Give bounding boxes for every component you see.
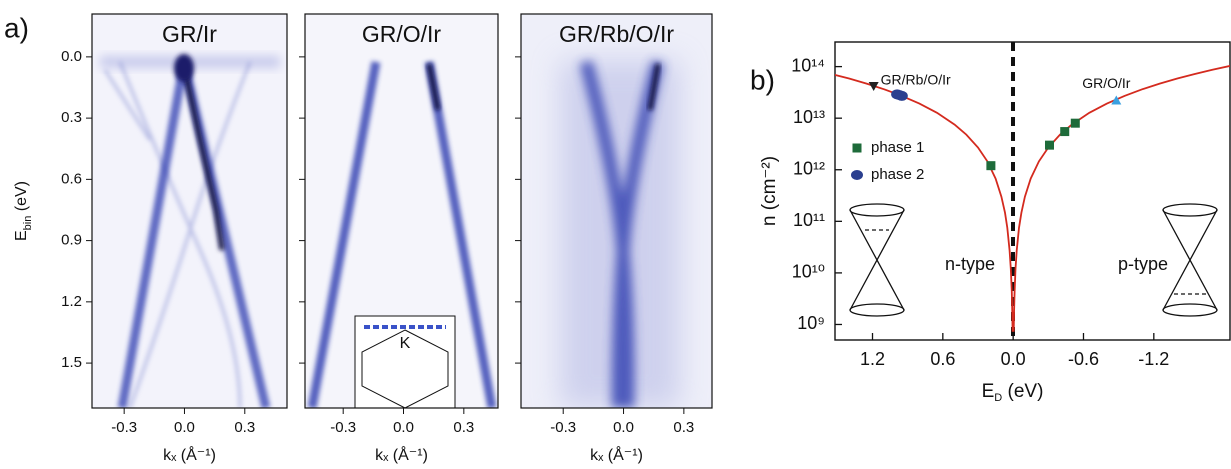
annotation: n-type bbox=[945, 254, 995, 274]
axis-label-part: (eV) bbox=[1002, 381, 1043, 402]
y-tick-label: 10⁹ bbox=[797, 313, 825, 333]
y-tick-label: 1.2 bbox=[61, 293, 82, 310]
x-tick-label: 0.0 bbox=[174, 419, 195, 436]
x-tick-label: -1.2 bbox=[1138, 349, 1169, 369]
arpes-image bbox=[521, 14, 712, 408]
y-tick-label: 10¹¹ bbox=[793, 210, 825, 230]
point-label: GR/Rb/O/Ir bbox=[881, 72, 951, 88]
axis-label: kₓ (Å⁻¹) bbox=[590, 445, 643, 464]
x-tick-label: 0.0 bbox=[613, 419, 634, 436]
axis-label: Ebin (eV) bbox=[13, 181, 34, 241]
axis-label: n (cm⁻²) bbox=[759, 156, 780, 226]
arpes-image bbox=[305, 14, 498, 408]
fit-curve bbox=[835, 65, 1230, 332]
plot-decor bbox=[849, 42, 1218, 340]
panel-title: GR/Rb/O/Ir bbox=[559, 21, 674, 47]
y-tick-label: 10¹⁴ bbox=[791, 55, 825, 75]
y-tick-label: 10¹³ bbox=[793, 107, 825, 127]
legend-label: phase 2 bbox=[871, 166, 924, 183]
panel-title: GR/O/Ir bbox=[362, 21, 442, 47]
marker bbox=[1044, 140, 1054, 150]
x-tick-label: 0.0 bbox=[393, 419, 414, 436]
marker bbox=[852, 143, 862, 153]
panel-label: b) bbox=[750, 64, 775, 95]
panel-title: GR/Ir bbox=[162, 21, 217, 47]
axis-label-part: (eV) bbox=[13, 181, 30, 216]
y-tick-label: 1.5 bbox=[61, 354, 82, 371]
axis-label: kₓ (Å⁻¹) bbox=[163, 445, 216, 464]
legend-label: phase 1 bbox=[871, 139, 924, 156]
x-tick-label: -0.3 bbox=[550, 419, 576, 436]
arpes-image bbox=[92, 14, 287, 408]
y-tick-label: 0.0 bbox=[61, 48, 82, 65]
x-tick-label: -0.3 bbox=[330, 419, 356, 436]
x-tick-label: -0.6 bbox=[1068, 349, 1099, 369]
marker bbox=[868, 82, 879, 92]
frame bbox=[91, 13, 288, 409]
axis-label: ED (eV) bbox=[982, 381, 1044, 404]
axis-label-part: E bbox=[13, 230, 30, 241]
axis-label-part: D bbox=[994, 392, 1002, 404]
marker bbox=[851, 170, 863, 180]
axis-label: kₓ (Å⁻¹) bbox=[375, 445, 428, 464]
x-tick-label: 0.3 bbox=[234, 419, 255, 436]
x-tick-label: -0.3 bbox=[111, 419, 137, 436]
frame bbox=[520, 13, 713, 409]
x-tick-label: 0.6 bbox=[930, 349, 955, 369]
x-tick-label: 1.2 bbox=[860, 349, 885, 369]
x-tick-label: 0.3 bbox=[453, 419, 474, 436]
marker bbox=[1111, 95, 1122, 105]
plot-area bbox=[835, 65, 1230, 332]
x-tick-label: 0.0 bbox=[1001, 349, 1026, 369]
y-tick-label: 0.9 bbox=[61, 232, 82, 249]
y-tick-label: 0.6 bbox=[61, 170, 82, 187]
axis-label-part: bin bbox=[22, 216, 34, 231]
x-tick-label: 0.3 bbox=[673, 419, 694, 436]
annotation: K bbox=[400, 335, 411, 352]
marker bbox=[986, 161, 996, 171]
y-tick-label: 10¹² bbox=[793, 159, 825, 179]
panel-label: a) bbox=[4, 12, 29, 43]
marker bbox=[895, 90, 908, 101]
point-label: GR/O/Ir bbox=[1082, 75, 1131, 91]
annotation: p-type bbox=[1118, 254, 1168, 274]
axis-label-part: E bbox=[982, 381, 995, 402]
y-tick-label: 10¹⁰ bbox=[792, 262, 825, 282]
frame bbox=[304, 13, 499, 409]
marker bbox=[1060, 127, 1070, 137]
y-tick-label: 0.3 bbox=[61, 109, 82, 126]
marker bbox=[1070, 118, 1080, 128]
frame bbox=[834, 41, 1231, 341]
